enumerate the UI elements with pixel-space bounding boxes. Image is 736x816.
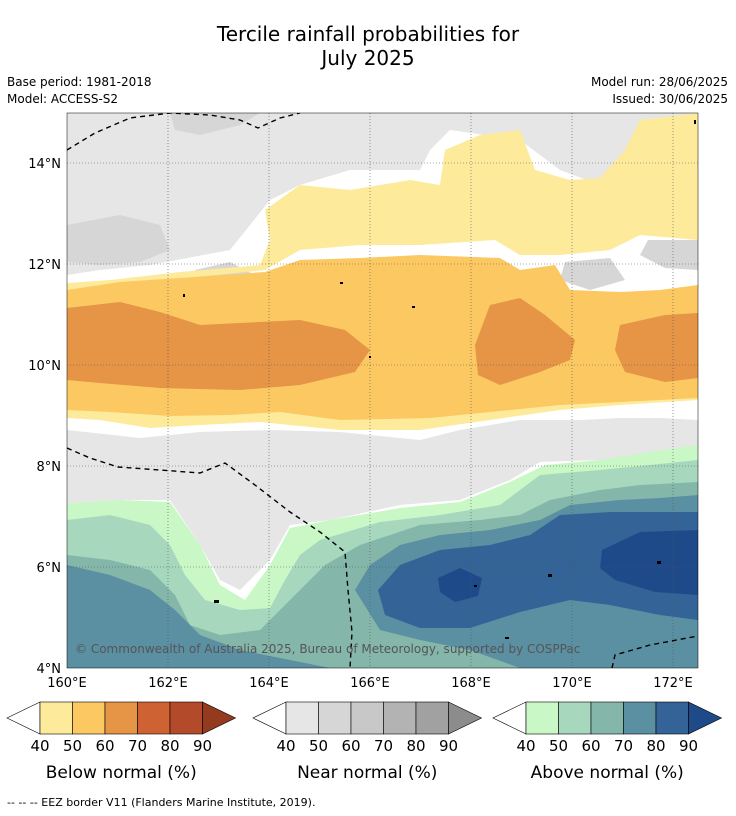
lon-label: 168°E <box>451 676 491 691</box>
legend-title: Above normal (%) <box>531 763 684 783</box>
below-normal-40-band <box>67 113 698 290</box>
legend-title: Below normal (%) <box>46 763 197 783</box>
legend-cell <box>415 701 449 735</box>
lat-label: 6°N <box>37 561 62 576</box>
map-frame <box>66 112 699 669</box>
below-normal-60-band-east <box>615 313 698 382</box>
legend-tick-label: 50 <box>549 737 568 755</box>
meta-right: Model run: 28/06/2025 Issued: 30/06/2025 <box>591 74 728 108</box>
legend-arrow-left <box>252 701 287 735</box>
lon-label: 164°E <box>249 676 289 691</box>
legend-cell <box>383 701 417 735</box>
legend-cell <box>318 701 352 735</box>
legend-tick-label: 80 <box>406 737 425 755</box>
legend-tick-label: 50 <box>309 737 328 755</box>
near-normal-region-middle <box>67 418 698 590</box>
above-normal-70-band <box>67 565 330 668</box>
legend-cell <box>655 701 689 735</box>
base-period: Base period: 1981-2018 <box>7 75 152 89</box>
near-normal-patch-east <box>640 240 698 270</box>
legend-cell <box>558 701 592 735</box>
issued-date: Issued: 30/06/2025 <box>612 92 728 106</box>
graticule <box>67 113 698 668</box>
near-normal-region-north <box>67 113 698 275</box>
below-normal-60-band <box>67 302 370 390</box>
meta-left: Base period: 1981-2018 Model: ACCESS-S2 <box>7 74 152 108</box>
lon-label: 172°E <box>653 676 693 691</box>
legend-title: Near normal (%) <box>297 763 437 783</box>
title-line-1: Tercile rainfall probabilities for <box>216 22 520 46</box>
eez-footnote: -- -- -- EEZ border V11 (Flanders Marine… <box>7 796 316 809</box>
legend-tick-label: 50 <box>63 737 82 755</box>
legend-arrow-left <box>6 701 41 735</box>
legend-cell <box>350 701 384 735</box>
legend-cell <box>104 701 138 735</box>
legend-arrow-right <box>688 701 723 735</box>
legend-tick-label: 60 <box>581 737 600 755</box>
lat-label: 8°N <box>37 460 62 475</box>
legend-cell <box>623 701 657 735</box>
legend-tick-label: 60 <box>341 737 360 755</box>
legend-arrow-left <box>492 701 527 735</box>
legend-tick-label: 60 <box>95 737 114 755</box>
legend-tick-label: 90 <box>439 737 458 755</box>
legend-cell <box>285 701 319 735</box>
legend-cell <box>169 701 203 735</box>
legend-tick-label: 40 <box>516 737 535 755</box>
legend-tick-label: 90 <box>679 737 698 755</box>
legend-tick-label: 70 <box>614 737 633 755</box>
near-normal-patch-north <box>170 113 260 135</box>
below-normal-60-band-mid <box>475 298 575 385</box>
legend-1: 40 50 60 70 80 90 Below normal (%) <box>6 701 237 783</box>
chart-title: Tercile rainfall probabilities for July … <box>0 22 736 70</box>
legend-arrow-right <box>202 701 237 735</box>
lon-label: 166°E <box>350 676 390 691</box>
lon-label: 160°E <box>47 676 87 691</box>
legend-tick-label: 40 <box>276 737 295 755</box>
title-line-2: July 2025 <box>321 46 415 70</box>
legend-3: 40 50 60 70 80 90 Above normal (%) <box>492 701 723 783</box>
lat-label: 4°N <box>37 662 62 677</box>
legend-tick-label: 70 <box>374 737 393 755</box>
copyright-notice: © Commonwealth of Australia 2025, Bureau… <box>75 642 580 656</box>
near-normal-patch-east2 <box>560 258 625 290</box>
legend-tick-label: 80 <box>160 737 179 755</box>
latitude-labels: 14°N 12°N 10°N 8°N 6°N 4°N <box>28 157 61 677</box>
above-normal-90-core <box>600 530 698 595</box>
lat-label: 10°N <box>28 359 61 374</box>
legend-arrow-right <box>448 701 483 735</box>
islands <box>183 120 696 639</box>
near-normal-patch-darker <box>67 215 170 265</box>
legend-tick-label: 40 <box>30 737 49 755</box>
legend-tick-label: 90 <box>193 737 212 755</box>
lon-label: 162°E <box>148 676 188 691</box>
legend-cell <box>137 701 171 735</box>
legend-cell <box>39 701 73 735</box>
lat-label: 12°N <box>28 258 61 273</box>
lat-label: 14°N <box>28 157 61 172</box>
lon-label: 170°E <box>552 676 592 691</box>
map-field <box>67 113 698 668</box>
model-run: Model run: 28/06/2025 <box>590 75 728 89</box>
longitude-labels: 160°E 162°E 164°E 166°E 168°E 170°E 172°E <box>47 676 693 691</box>
legend-area: 40 50 60 70 80 90 Below normal (%) 40 50 60 70 80 90… <box>6 701 723 783</box>
model-name: Model: ACCESS-S2 <box>7 92 119 106</box>
legend-cell <box>590 701 624 735</box>
legend-tick-label: 70 <box>128 737 147 755</box>
legend-tick-label: 80 <box>646 737 665 755</box>
eez-borders <box>67 113 698 668</box>
legend-cell <box>72 701 106 735</box>
legend-cell <box>525 701 559 735</box>
